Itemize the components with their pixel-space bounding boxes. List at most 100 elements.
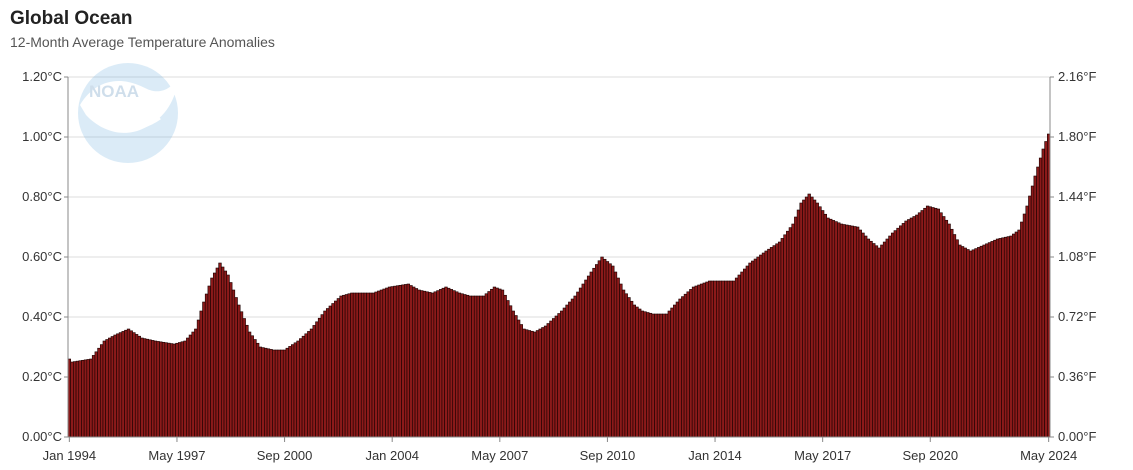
bar xyxy=(347,293,351,438)
bar xyxy=(164,342,168,438)
bar xyxy=(869,240,873,438)
bar xyxy=(140,337,144,438)
bar xyxy=(317,317,322,438)
bar xyxy=(974,248,978,438)
bar xyxy=(169,343,174,438)
bar xyxy=(643,311,647,438)
bar xyxy=(586,275,591,438)
y-left-tick-label: 1.00°C xyxy=(22,129,62,144)
x-tick-label: May 2007 xyxy=(471,448,528,463)
bar xyxy=(885,238,889,438)
bar xyxy=(907,219,911,438)
bar xyxy=(191,331,195,438)
bar xyxy=(1012,233,1016,438)
bar xyxy=(476,295,480,438)
bar xyxy=(495,287,499,438)
bar xyxy=(132,332,136,438)
bar xyxy=(874,245,879,438)
bar xyxy=(425,291,429,438)
bar xyxy=(549,320,553,438)
bar xyxy=(328,305,332,438)
bar xyxy=(490,288,494,438)
bar xyxy=(979,245,984,438)
bar xyxy=(993,239,997,438)
bar xyxy=(482,295,486,438)
x-tick-label: Jan 1994 xyxy=(43,448,97,463)
bar xyxy=(783,234,787,438)
bar xyxy=(826,217,830,438)
bar xyxy=(872,243,876,438)
x-tick-label: Sep 2000 xyxy=(257,448,313,463)
bar xyxy=(944,219,949,438)
bar xyxy=(1036,166,1040,438)
bar xyxy=(624,293,628,438)
bar xyxy=(751,260,755,438)
bar xyxy=(124,329,128,438)
bar xyxy=(519,324,523,438)
bar xyxy=(858,229,862,438)
bar xyxy=(196,319,201,438)
bar xyxy=(272,349,276,438)
y-left-tick-label: 0.80°C xyxy=(22,189,62,204)
bar xyxy=(304,333,308,438)
bar xyxy=(75,360,80,438)
bar xyxy=(161,341,166,438)
bar xyxy=(404,284,408,438)
bar xyxy=(414,288,419,438)
bar xyxy=(315,321,319,438)
bar xyxy=(947,223,951,438)
bar xyxy=(683,293,688,438)
bar xyxy=(301,335,306,438)
bar xyxy=(664,313,669,438)
bar xyxy=(406,283,410,438)
bar xyxy=(772,245,776,438)
bar xyxy=(137,335,141,438)
bar xyxy=(199,310,203,438)
bar xyxy=(1033,175,1037,438)
bar xyxy=(393,285,397,438)
bar xyxy=(807,193,811,438)
bar xyxy=(145,338,150,438)
bar xyxy=(525,329,529,438)
bar xyxy=(508,305,513,438)
bar xyxy=(121,331,125,438)
bar xyxy=(812,199,817,438)
bar xyxy=(837,222,841,438)
bar xyxy=(627,297,631,438)
bar xyxy=(116,333,120,438)
bar xyxy=(920,210,924,438)
bar xyxy=(323,310,327,438)
bar xyxy=(670,307,674,438)
bar xyxy=(1006,236,1010,438)
bar xyxy=(1017,229,1021,438)
bar xyxy=(487,291,491,438)
bar xyxy=(231,289,236,438)
bar xyxy=(444,286,448,438)
bar xyxy=(484,293,489,438)
noaa-logo-icon: NOAA xyxy=(78,63,178,163)
bar xyxy=(237,304,241,438)
bar xyxy=(110,336,115,438)
bar xyxy=(226,274,230,438)
bar xyxy=(667,310,671,438)
bar xyxy=(880,244,884,438)
bar xyxy=(428,292,432,438)
bar xyxy=(855,226,860,438)
bar xyxy=(180,341,184,438)
bar xyxy=(888,235,892,438)
bar xyxy=(533,331,537,438)
bar xyxy=(269,349,273,438)
bar xyxy=(344,294,349,438)
bar xyxy=(560,310,564,438)
bar xyxy=(89,358,93,438)
bar xyxy=(70,361,74,438)
bar xyxy=(280,349,284,438)
bar xyxy=(971,249,975,438)
bar xyxy=(390,286,394,438)
bar xyxy=(151,340,155,438)
bar xyxy=(479,295,483,438)
bar xyxy=(654,313,658,438)
bar xyxy=(718,280,723,438)
bar xyxy=(285,347,289,438)
bar xyxy=(293,342,297,438)
